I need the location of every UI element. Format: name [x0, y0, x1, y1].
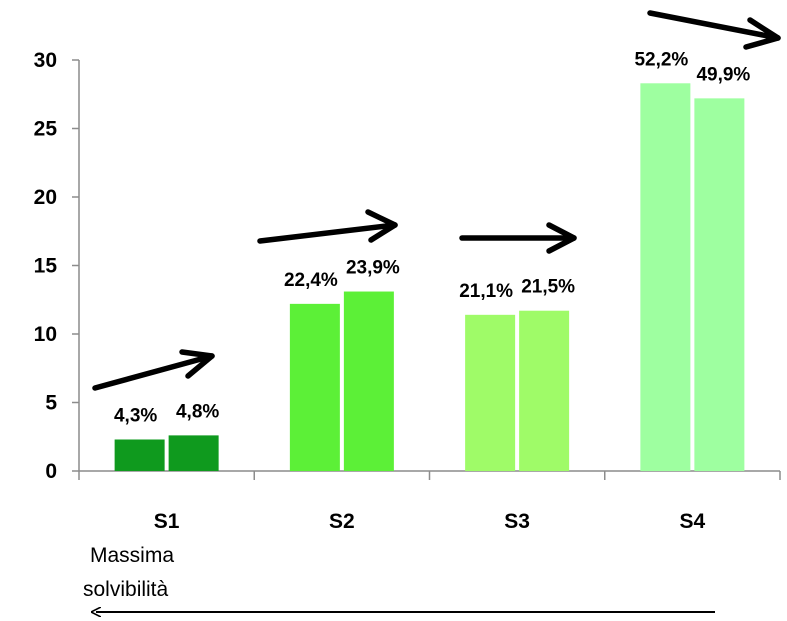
- data-label-s4-1: 52,2%: [634, 49, 688, 70]
- trend-arrow-s4: [647, 10, 781, 41]
- y-ticks: 0 5 10 15 20 25 30: [34, 49, 79, 483]
- bar-s1-2: [168, 435, 219, 471]
- data-labels: 4,3% 4,8% 22,4% 23,9% 21,1% 21,5% 52,2% 49,9%: [114, 49, 750, 426]
- bar-s3-2: [519, 310, 570, 471]
- data-label-s3-1: 21,1%: [459, 281, 513, 302]
- category-label: S1: [154, 510, 180, 533]
- bar-s4-1: [640, 83, 691, 471]
- data-label-s2-2: 23,9%: [346, 258, 400, 279]
- trend-arrow-s2: [257, 222, 398, 244]
- y-tick-label: 10: [34, 323, 57, 346]
- trend-arrow-s1: [92, 353, 215, 391]
- data-label-s1-1: 4,3%: [114, 405, 157, 426]
- bar-s4-2: [694, 98, 745, 472]
- category-label: S4: [680, 510, 706, 533]
- solvency-note: Massima solvibilità: [83, 544, 715, 612]
- y-tick-label: 30: [34, 49, 57, 72]
- trend-arrow-s3-head: [546, 222, 577, 254]
- category-label: S3: [504, 510, 530, 533]
- data-label-s2-1: 22,4%: [284, 270, 338, 291]
- trend-arrow-s2-head: [365, 209, 398, 243]
- category-label: S2: [329, 510, 355, 533]
- bar-s2-1: [289, 303, 340, 471]
- trend-arrow-s4-head: [743, 17, 781, 50]
- data-label-s1-2: 4,8%: [176, 401, 219, 422]
- y-tick-label: 20: [34, 186, 57, 209]
- data-label-s4-2: 49,9%: [696, 64, 750, 85]
- y-tick-label: 15: [34, 255, 58, 278]
- y-tick-label: 25: [34, 118, 58, 141]
- y-tick-label: 0: [45, 460, 57, 483]
- solvency-note-line-2: solvibilità: [83, 578, 169, 601]
- bars: [114, 83, 745, 472]
- solvency-note-line-1: Massima: [90, 544, 174, 567]
- trend-arrow-s1-head: [179, 349, 215, 379]
- trend-arrows: [92, 10, 781, 391]
- bar-s3-1: [465, 314, 516, 471]
- y-tick-label: 5: [45, 392, 57, 415]
- bar-s1-1: [114, 439, 165, 471]
- bar-s2-2: [343, 291, 394, 471]
- category-labels: S1 S2 S3 S4: [154, 510, 706, 533]
- x-ticks: [78, 471, 781, 480]
- data-label-s3-2: 21,5%: [521, 277, 575, 298]
